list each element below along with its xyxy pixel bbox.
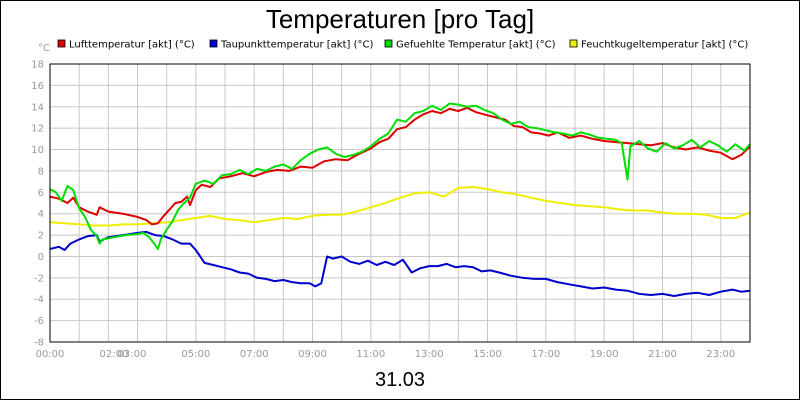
chart-title: Temperaturen [pro Tag] [266, 4, 534, 34]
x-tick-label: 05:00 [181, 349, 210, 360]
y-tick-label: 14 [31, 102, 44, 113]
series-group [49, 102, 751, 297]
x-tick-label: 19:00 [590, 349, 619, 360]
y-axis-ticks: -8 -6 -4 -2 0 2 4 6 8 10 12 14 16 18 [31, 60, 44, 349]
legend-label: Gefuehlte Temperatur [akt] (°C) [396, 40, 556, 51]
y-tick-label: 16 [31, 81, 44, 92]
x-tick-label: 11:00 [356, 349, 385, 360]
y-tick-label: -8 [34, 338, 44, 349]
date-label: 31.03 [375, 369, 425, 391]
y-axis-unit: °C [38, 43, 50, 54]
series-line-2 [49, 102, 751, 250]
series-line-0 [49, 106, 751, 226]
legend-swatch [209, 39, 218, 48]
y-tick-label: -4 [34, 295, 44, 306]
y-tick-label: 8 [38, 166, 44, 177]
y-tick-label: 12 [31, 124, 44, 135]
x-tick-label: 21:00 [648, 349, 677, 360]
y-tick-label: 18 [31, 60, 44, 71]
x-tick-label: 23:00 [706, 349, 735, 360]
y-tick-label: -2 [34, 273, 44, 284]
plot-border [49, 63, 751, 343]
legend-swatch [384, 39, 393, 48]
y-tick-label: 4 [38, 209, 44, 220]
x-tick-label: 13:00 [415, 349, 444, 360]
legend-label: Lufttemperatur [akt] (°C) [69, 40, 195, 51]
series-line-3 [49, 186, 751, 227]
y-tick-label: -6 [34, 316, 44, 327]
legend-label: Taupunkttemperatur [akt] (°C) [220, 40, 373, 51]
legend: Lufttemperatur [akt] (°C) Taupunkttempera… [57, 39, 748, 51]
series-line-1 [49, 230, 751, 297]
legend-swatch [569, 39, 578, 48]
x-tick-label: 00:00 [36, 349, 65, 360]
x-tick-label: 07:00 [240, 349, 269, 360]
legend-swatch [57, 39, 66, 48]
x-tick-label: 03:00 [118, 349, 147, 360]
x-tick-label: 17:00 [531, 349, 560, 360]
x-tick-label: 09:00 [298, 349, 327, 360]
y-tick-label: 6 [38, 188, 44, 199]
y-tick-label: 0 [38, 252, 44, 263]
x-tick-label: 15:00 [473, 349, 502, 360]
x-tick-label: 02:00 [100, 349, 129, 360]
y-tick-label: 2 [38, 231, 44, 242]
legend-label: Feuchtkugeltemperatur [akt] (°C) [581, 40, 748, 51]
grid [50, 64, 750, 342]
y-tick-label: 10 [31, 145, 44, 156]
